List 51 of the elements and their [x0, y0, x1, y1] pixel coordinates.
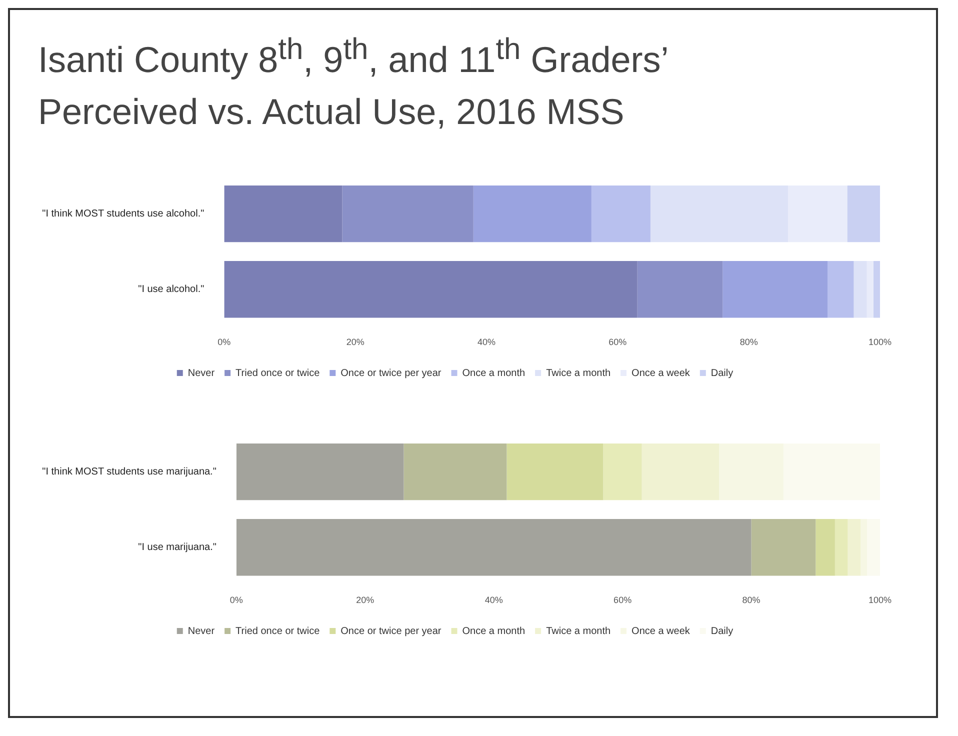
bar — [637, 261, 723, 318]
bar — [873, 261, 880, 318]
bar — [342, 185, 474, 242]
bar — [506, 443, 604, 500]
bar — [236, 443, 404, 500]
legend-label: Once or twice per year — [340, 626, 442, 637]
bar — [224, 185, 342, 242]
bar — [751, 519, 816, 576]
bar — [473, 185, 592, 242]
legend-label: Twice a month — [546, 368, 611, 379]
x-tick-label: 60% — [614, 595, 632, 606]
legend-label: Tried once or twice — [236, 368, 320, 379]
bar — [847, 185, 880, 242]
x-tick-label: 40% — [484, 595, 503, 606]
x-tick-label: 80% — [742, 595, 760, 606]
legend-label: Once a month — [462, 368, 526, 379]
y-tick-label: "I think MOST students use alcohol." — [42, 208, 205, 220]
y-tick-label: "I use alcohol." — [138, 284, 205, 296]
bar — [404, 443, 507, 500]
bar — [828, 261, 854, 318]
y-tick-label: "I think MOST students use marijuana." — [42, 466, 217, 478]
legend-label: Never — [188, 368, 216, 379]
x-tick-label: 40% — [477, 337, 496, 348]
legend-label: Once or twice per year — [340, 368, 442, 379]
x-tick-label: 0% — [218, 337, 231, 348]
legend-label: Tried once or twice — [236, 626, 320, 637]
y-tick-label: "I use marijuana." — [138, 542, 217, 554]
legend-label: Twice a month — [546, 626, 611, 637]
bar — [591, 185, 650, 242]
bar — [236, 519, 752, 576]
bar — [224, 261, 638, 318]
legend-label: Once a week — [632, 626, 691, 637]
x-tick-label: 80% — [740, 337, 758, 348]
legend-label: Never — [188, 626, 216, 637]
x-tick-label: 100% — [868, 337, 892, 348]
x-tick-label: 100% — [868, 595, 892, 606]
bar — [848, 519, 861, 576]
bar — [722, 261, 828, 318]
x-tick-label: 20% — [356, 595, 374, 606]
chart-title: Isanti County 8$^{th}$, 9$^{th}$, and 11$^{th}$ Graders’ Perceived vs. Actual Use, 2016 MSS — [38, 32, 668, 134]
bar — [834, 519, 848, 576]
x-tick-label: 60% — [608, 337, 627, 348]
legend-label: Once a week — [632, 368, 691, 379]
x-tick-label: 0% — [230, 595, 243, 606]
legend-label: Daily — [710, 626, 734, 637]
bar — [603, 443, 642, 500]
x-tick-label: 20% — [346, 337, 364, 348]
legend-label: Daily — [710, 368, 734, 379]
bar — [642, 443, 720, 500]
legend-label: Once a month — [462, 626, 526, 637]
bar — [816, 519, 835, 576]
